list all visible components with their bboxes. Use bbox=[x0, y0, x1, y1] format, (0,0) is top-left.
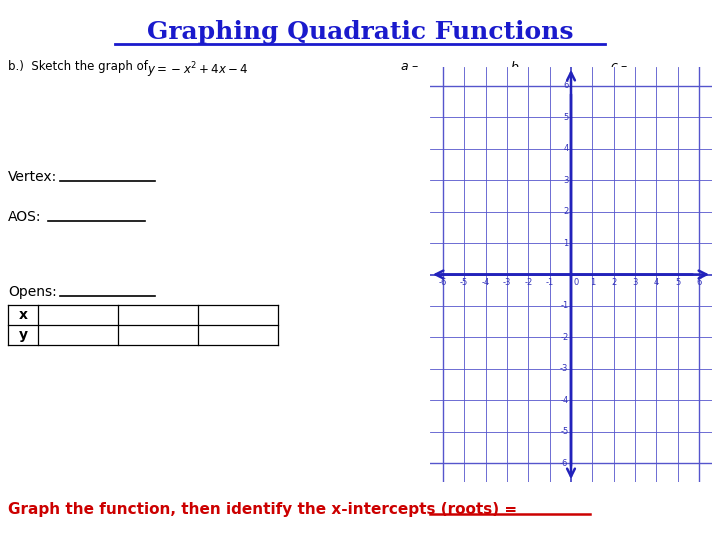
Text: y: y bbox=[19, 328, 27, 342]
Text: 5: 5 bbox=[675, 278, 680, 287]
Text: 1: 1 bbox=[590, 278, 595, 287]
Text: -1: -1 bbox=[560, 301, 568, 310]
Text: 5: 5 bbox=[563, 113, 568, 122]
Text: -1: -1 bbox=[546, 278, 554, 287]
Text: -3: -3 bbox=[560, 364, 568, 373]
Text: 0: 0 bbox=[574, 278, 579, 287]
Text: -6: -6 bbox=[560, 458, 568, 468]
Text: 6: 6 bbox=[696, 278, 702, 287]
Text: 6: 6 bbox=[563, 82, 568, 90]
Text: $b$ –: $b$ – bbox=[510, 60, 529, 74]
Text: 3: 3 bbox=[632, 278, 638, 287]
Text: Opens:: Opens: bbox=[8, 285, 57, 299]
Text: -5: -5 bbox=[460, 278, 468, 287]
Text: 4: 4 bbox=[563, 144, 568, 153]
Text: $c$ –: $c$ – bbox=[610, 60, 629, 73]
Text: 3: 3 bbox=[563, 176, 568, 185]
Text: b.)  Sketch the graph of: b.) Sketch the graph of bbox=[8, 60, 152, 73]
Text: Graph the function, then identify the x-intercepts (roots) =: Graph the function, then identify the x-… bbox=[8, 502, 523, 517]
Text: -4: -4 bbox=[482, 278, 490, 287]
Text: Vertex:: Vertex: bbox=[8, 170, 58, 184]
Text: $y = -x^2 + 4x - 4$: $y = -x^2 + 4x - 4$ bbox=[147, 60, 248, 79]
Text: x: x bbox=[19, 308, 27, 322]
Text: AOS:: AOS: bbox=[8, 210, 42, 224]
Text: 2: 2 bbox=[611, 278, 616, 287]
Text: 2: 2 bbox=[563, 207, 568, 216]
Text: 4: 4 bbox=[654, 278, 659, 287]
Text: -2: -2 bbox=[524, 278, 532, 287]
Text: -3: -3 bbox=[503, 278, 511, 287]
Text: 1: 1 bbox=[563, 239, 568, 247]
Text: -2: -2 bbox=[560, 333, 568, 342]
Text: $a$ –: $a$ – bbox=[400, 60, 419, 73]
Text: Graphing Quadratic Functions: Graphing Quadratic Functions bbox=[147, 20, 573, 44]
Text: -6: -6 bbox=[438, 278, 447, 287]
Text: -4: -4 bbox=[560, 396, 568, 405]
Text: -5: -5 bbox=[560, 427, 568, 436]
